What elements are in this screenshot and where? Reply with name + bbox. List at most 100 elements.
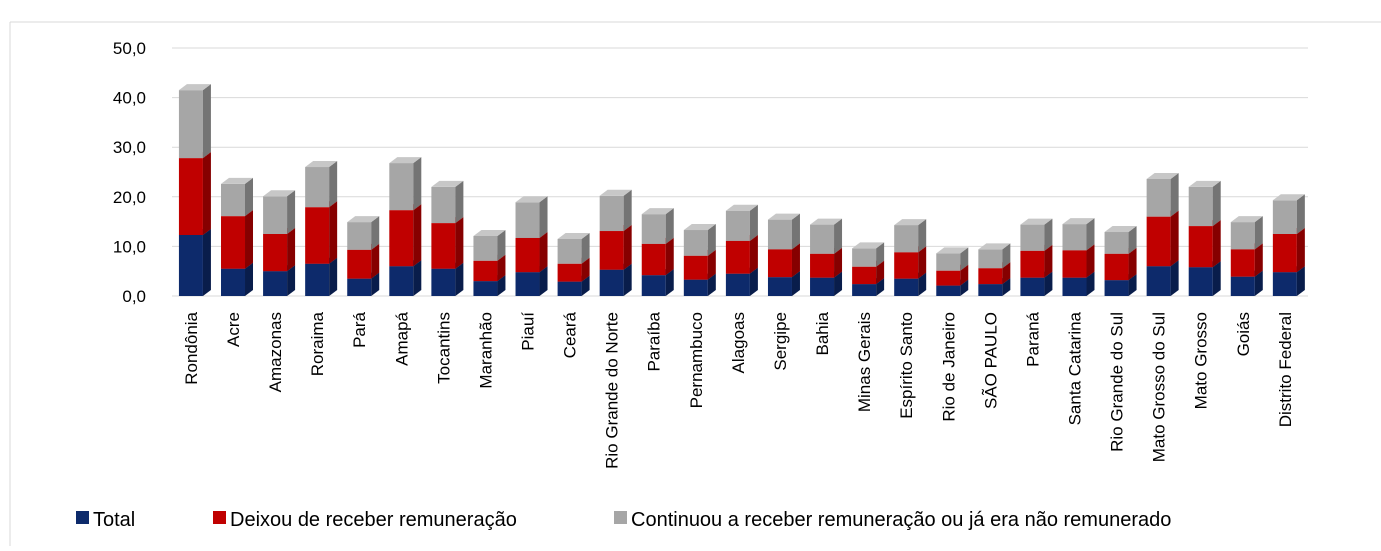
bar-front (431, 186, 456, 224)
bar-side (834, 247, 843, 278)
x-tick-label: Paraíba (645, 311, 664, 371)
bar-front (725, 273, 750, 296)
bar-side (455, 262, 464, 296)
bar-segment (1146, 172, 1179, 217)
bar-front (852, 284, 877, 296)
bar-front (557, 238, 582, 264)
x-tick-label: Distrito Federal (1276, 312, 1295, 427)
bar-side (245, 177, 254, 217)
bar-side (413, 204, 422, 267)
bar-side (1086, 271, 1095, 296)
bar-front (641, 214, 666, 244)
bar-front (641, 243, 666, 276)
x-tick-label: Amazonas (266, 312, 285, 392)
bar-side (455, 217, 464, 269)
bar-segment (1104, 226, 1137, 254)
bar-front (1230, 276, 1255, 296)
bar-front (473, 260, 498, 282)
bar-front (515, 272, 540, 296)
bar-top (683, 224, 716, 231)
bar-side (1254, 216, 1263, 250)
bar-segment (221, 210, 254, 269)
bar-front (473, 281, 498, 296)
bar-front (1272, 200, 1297, 234)
bar-front (1020, 277, 1045, 296)
bar-front (852, 266, 877, 285)
bar-side (707, 224, 716, 256)
legend-label: Continuou a receber remuneração ou já er… (631, 509, 1171, 531)
bar-front (1188, 267, 1213, 296)
bar-side (1086, 244, 1095, 278)
bar-side (1086, 218, 1095, 251)
bar-front (725, 240, 750, 274)
bar-top (431, 180, 464, 187)
bar-side (1002, 243, 1011, 269)
bar-front (1062, 224, 1087, 251)
bar-side (707, 249, 716, 280)
bar-segment (221, 177, 254, 217)
bar-front (178, 234, 203, 296)
bar-front (221, 216, 246, 269)
bar-top (221, 177, 254, 184)
bar-side (581, 257, 590, 282)
bar-front (767, 219, 792, 250)
bar-side (791, 243, 800, 278)
bar-top (978, 243, 1011, 250)
bar-front (389, 266, 414, 296)
bar-segment (389, 204, 422, 267)
bar-front (1062, 250, 1087, 278)
bar-side (539, 231, 548, 273)
bar-side (960, 247, 969, 271)
bar-top (1146, 172, 1179, 179)
bar-segment (305, 201, 338, 264)
bar-top (810, 218, 843, 225)
bar-front (1272, 272, 1297, 296)
bar-segment (894, 219, 927, 253)
bar-top (894, 219, 927, 226)
bar-front (683, 255, 708, 280)
bar-side (960, 279, 969, 296)
bar-side (329, 161, 338, 208)
x-tick-label: Espírito Santo (897, 312, 916, 419)
bar-front (894, 225, 919, 253)
y-tick-label: 30,0 (113, 138, 146, 157)
bar-front (978, 249, 1003, 269)
bar-top (1020, 218, 1053, 225)
bar-side (876, 260, 885, 285)
bar-side (1044, 218, 1053, 251)
x-tick-label: Santa Catarina (1065, 311, 1084, 425)
bar-front (1020, 224, 1045, 251)
bar-top (641, 208, 674, 215)
x-tick-label: Maranhão (476, 312, 495, 389)
bar-segment (1020, 218, 1053, 251)
bar-side (1044, 244, 1053, 278)
bar-top (936, 247, 969, 254)
bar-front (473, 235, 498, 261)
x-tick-label: Rio de Janeiro (939, 312, 958, 422)
bar-side (329, 257, 338, 296)
bar-front (894, 278, 919, 296)
bar-side (960, 264, 969, 286)
bar-segment (852, 242, 885, 267)
bar-segment (641, 208, 674, 244)
bar-side (1254, 243, 1263, 277)
x-tick-label: Amapá (392, 311, 411, 365)
bar-front (1146, 266, 1171, 296)
bar-side (918, 219, 927, 253)
bar-top (1230, 216, 1263, 223)
x-tick-label: Piauí (519, 312, 538, 351)
bar-top (767, 213, 800, 220)
bar-front (347, 278, 372, 296)
bar-front (389, 210, 414, 267)
x-tick-label: Rondônia (182, 311, 201, 384)
bar-segment (515, 196, 548, 238)
bar-segment (1188, 220, 1221, 268)
bar-side (1002, 262, 1011, 285)
bar-side (245, 210, 254, 269)
bar-front (1188, 186, 1213, 227)
bar-side (413, 157, 422, 211)
bar-segment (978, 243, 1011, 269)
bar-side (202, 84, 211, 159)
bar-top (515, 196, 548, 203)
bar-segment (810, 218, 843, 254)
